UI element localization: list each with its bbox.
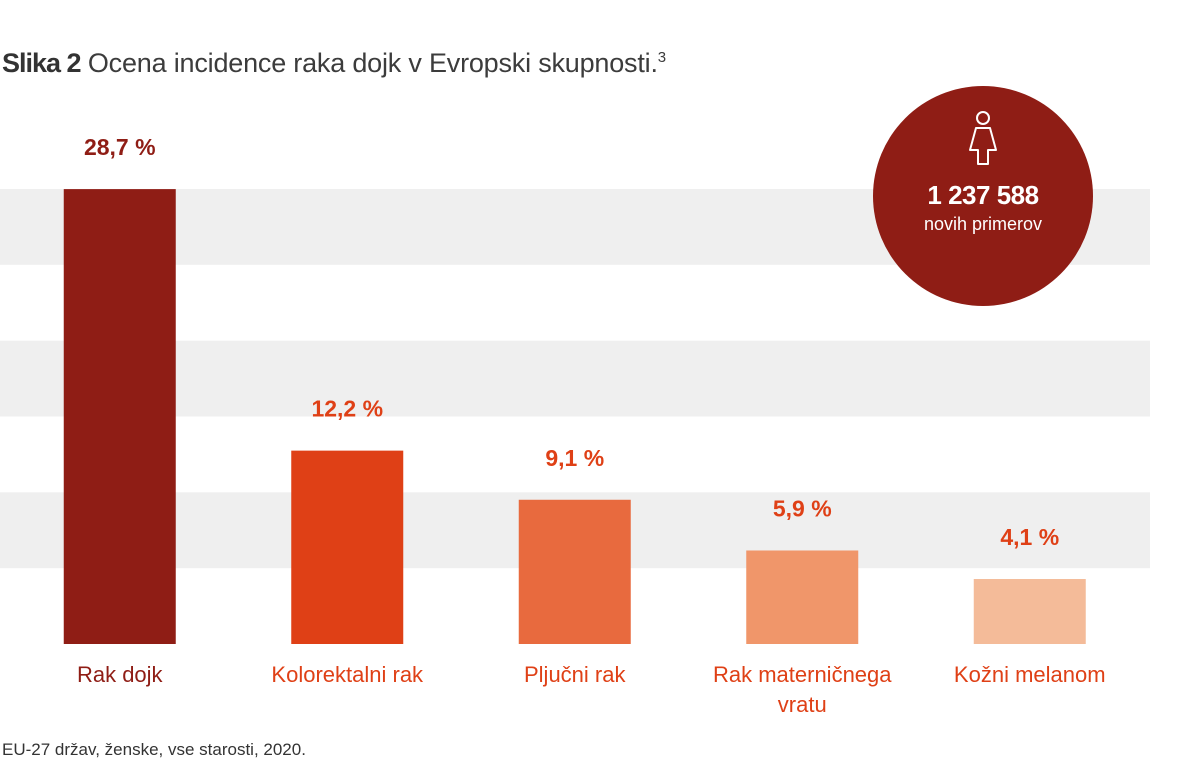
- value-label: 4,1 %: [1000, 524, 1059, 550]
- female-person-icon: [969, 111, 997, 165]
- total-cases-badge: 1 237 588 novih primerov: [873, 86, 1093, 306]
- value-label: 5,9 %: [773, 495, 832, 521]
- value-label: 28,7 %: [84, 134, 156, 160]
- category-label: Pljučni rak: [524, 662, 626, 687]
- category-label: vratu: [778, 692, 827, 717]
- figure-prefix: Slika 2: [2, 48, 82, 78]
- figure-title-text: Ocena incidence raka dojk v Evropski sku…: [87, 48, 658, 78]
- category-label: Kolorektalni rak: [271, 662, 424, 687]
- bar: [973, 579, 1086, 644]
- bar: [291, 450, 404, 644]
- category-label: Kožni melanom: [954, 662, 1106, 687]
- total-cases-label: novih primerov: [923, 214, 1043, 234]
- figure-title: Slika 2 Ocena incidence raka dojk v Evro…: [2, 48, 666, 79]
- category-label: Rak dojk: [77, 662, 164, 687]
- reference-superscript: 3: [657, 49, 666, 66]
- background-band: [0, 340, 1150, 417]
- bar: [518, 499, 631, 644]
- value-label: 12,2 %: [311, 396, 383, 422]
- footnote: EU-27 držav, ženske, vse starosti, 2020.: [2, 740, 306, 759]
- value-label: 9,1 %: [545, 445, 604, 471]
- category-label: Rak materničnega: [713, 662, 892, 687]
- bar: [746, 550, 859, 644]
- bar: [63, 189, 176, 645]
- total-cases-number: 1 237 588: [927, 180, 1039, 210]
